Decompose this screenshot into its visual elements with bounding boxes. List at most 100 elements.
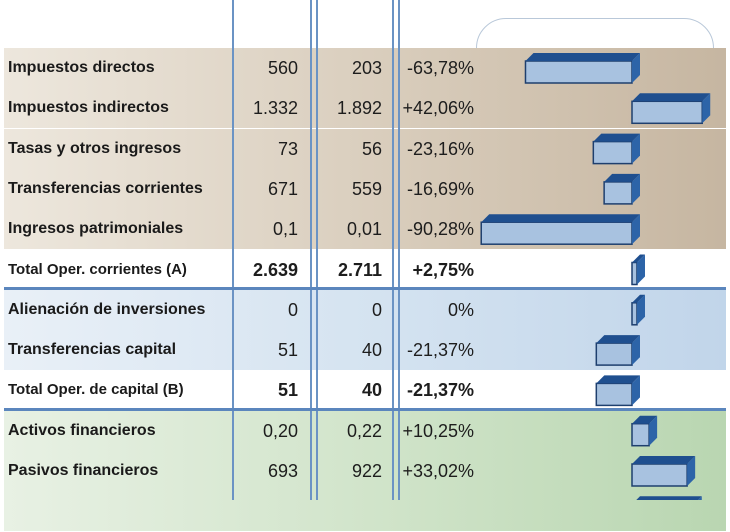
budget-table-chart: Impuestos directos 560 203 -63,78% Impuestos… [4, 0, 726, 532]
row-label: Pasivos financieros [8, 462, 159, 479]
column-divider-4 [392, 0, 394, 500]
bar-side-face [632, 133, 640, 164]
value-year-1: 51 [277, 340, 298, 361]
row-label: Tasas y otros ingresos [8, 139, 182, 157]
bar-top-face [596, 335, 640, 344]
value-year-1: 2.639 [252, 259, 298, 280]
section-separator-capital [4, 287, 726, 290]
value-year-2: 2.711 [337, 259, 382, 280]
bar-side-face [632, 375, 640, 406]
value-year-2: 40 [361, 340, 382, 361]
column-divider-3 [316, 0, 318, 500]
bar [480, 214, 640, 245]
bar-front-face [524, 60, 633, 84]
bar [595, 335, 640, 366]
row-label: Transferencias capital [8, 341, 177, 359]
bar-front-face [631, 422, 650, 447]
bar-top-face [636, 496, 702, 500]
bar-top-face [604, 173, 640, 182]
value-year-2: 1.892 [336, 98, 382, 119]
bar-top-face [632, 294, 645, 303]
section-separator-financial [4, 408, 726, 411]
bar-front-face [595, 342, 633, 366]
row-label: Total Oper. corrientes (A) [8, 260, 187, 278]
table-row: Alienación de inversiones 0 0 0% [4, 289, 726, 331]
bar-top-face [596, 375, 640, 384]
percent-change: +33,02% [402, 461, 474, 481]
value-year-2: 559 [351, 178, 382, 199]
percent-change: -63,78% [406, 58, 474, 78]
bar-side-face [637, 294, 645, 325]
bar-side-face [632, 173, 640, 204]
value-year-2: 0 [371, 299, 382, 320]
bar-top-face [525, 53, 640, 61]
bar-front-face [631, 302, 638, 326]
bar [631, 93, 711, 125]
value-year-1: 0,20 [262, 420, 298, 441]
bar-top-face [632, 254, 645, 263]
value-year-1: 0,1 [272, 219, 298, 240]
value-year-2: 0,22 [346, 420, 382, 441]
row-label: Activos financieros [8, 421, 156, 439]
percent-change: 0% [447, 299, 474, 320]
bar-side-face [637, 254, 645, 285]
bar [603, 173, 640, 205]
column-divider-5 [398, 0, 400, 500]
percent-change: -21,37% [406, 340, 474, 361]
bar [524, 53, 640, 84]
value-year-1: 73 [277, 138, 298, 159]
percent-change: -21,37% [406, 380, 474, 401]
value-year-1: 51 [277, 380, 298, 401]
bar-front-face [631, 261, 638, 286]
table-row: Transferencias corrientes 671 559 -16,69% [4, 168, 726, 210]
bar [631, 294, 645, 326]
bar-front-face [603, 181, 633, 205]
value-year-2: 203 [351, 58, 382, 78]
total-row: Total Oper. corrientes (A) 2.639 2.711 +2,7… [4, 249, 726, 291]
row-label: Alienación de inversiones [8, 300, 206, 318]
bar [636, 496, 702, 500]
bar-side-face [702, 93, 711, 124]
percent-change: -16,69% [406, 178, 474, 199]
bar-top-face [593, 133, 640, 142]
bar [592, 133, 640, 165]
bar-front-face [592, 140, 633, 165]
table-row: Impuestos indirectos 1.332 1.892 +42,06% [4, 88, 726, 130]
percent-change: +10,25% [402, 420, 474, 441]
bar-side-face [649, 415, 658, 446]
bar-front-face [595, 382, 633, 407]
bar-chart [480, 53, 711, 500]
bar-front-face [631, 463, 688, 487]
bar-top-face [481, 214, 640, 223]
value-year-1: 693 [267, 461, 298, 481]
percent-change: -90,28% [406, 219, 474, 240]
value-year-2: 0,01 [346, 219, 382, 240]
bar-side-face [632, 53, 640, 83]
row-label: Impuestos directos [8, 59, 155, 76]
column-divider-2 [310, 0, 312, 500]
bar-side-face [687, 456, 696, 486]
bar-top-face [632, 415, 658, 424]
bar-top-face [632, 93, 711, 102]
bar [631, 415, 658, 447]
row-label: Impuestos indirectos [8, 99, 169, 117]
bar-top-face [632, 456, 696, 464]
value-year-1: 1.332 [252, 98, 298, 119]
value-year-2: 56 [361, 138, 382, 159]
bar-front-face [631, 100, 703, 125]
bar-side-face [632, 214, 640, 245]
row-label: Total Oper. de capital (B) [8, 381, 184, 399]
value-year-2: 40 [361, 380, 382, 401]
row-label: Ingresos patrimoniales [8, 220, 184, 238]
bar-side-face [632, 335, 640, 366]
value-year-1: 560 [267, 58, 298, 78]
value-year-2: 922 [351, 461, 382, 481]
table-row: Pasivos financieros 693 922 +33,02% [4, 451, 726, 492]
bar [595, 375, 640, 407]
value-year-1: 671 [267, 178, 298, 199]
bar [631, 254, 645, 286]
bar-side-face [698, 496, 702, 500]
bar-front-face [480, 221, 633, 245]
value-year-1: 0 [287, 299, 298, 320]
bar [631, 456, 696, 487]
